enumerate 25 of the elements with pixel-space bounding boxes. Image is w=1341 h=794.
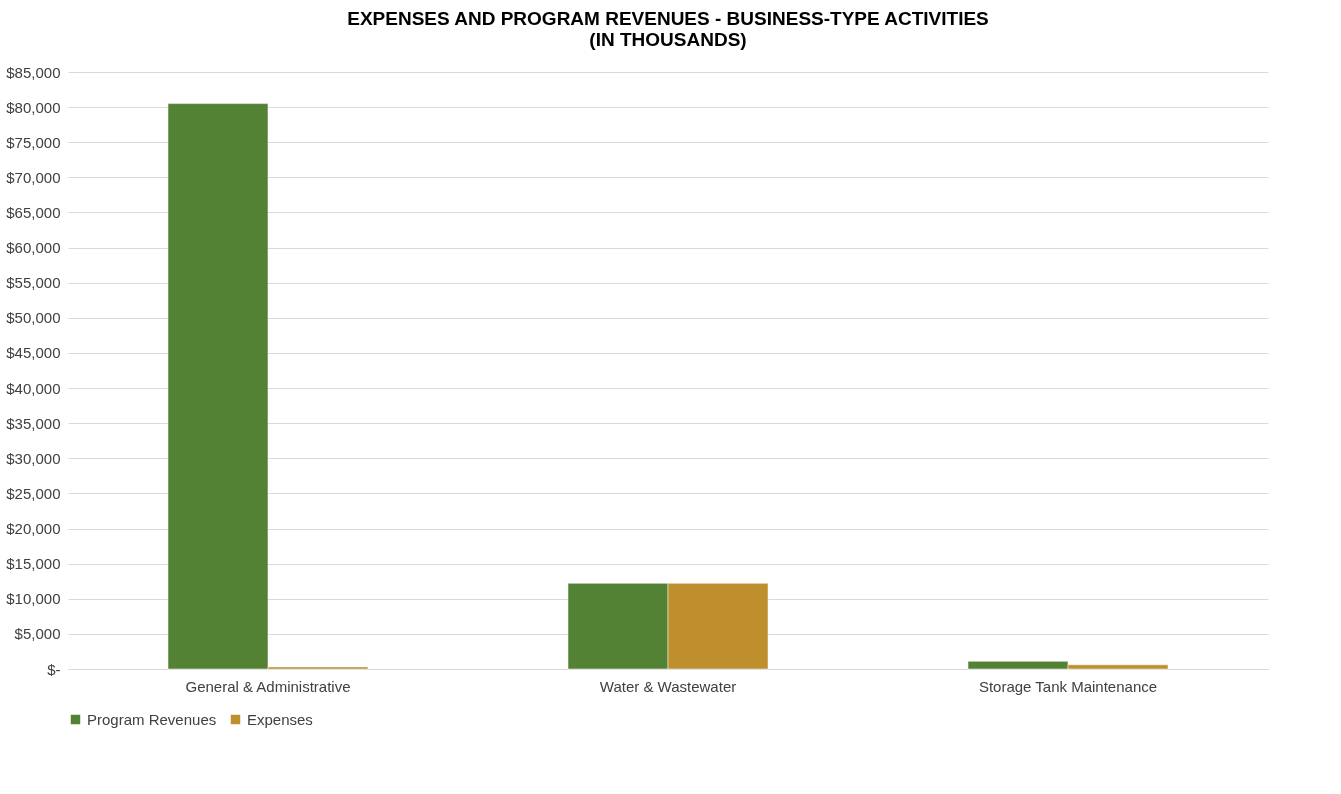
y-tick-label: $10,000 [6, 590, 61, 608]
x-tick-label: General & Administrative [185, 677, 351, 695]
x-tick-label: Water & Wastewater [599, 677, 737, 695]
y-tick-label: $50,000 [6, 309, 61, 327]
y-tick-label: $15,000 [6, 555, 61, 573]
y-tick-label: $25,000 [6, 484, 61, 502]
y-tick-label: $5,000 [14, 625, 61, 643]
text: EXPENSES AND PROGRAM REVENUES - BUSINESS-TYPE ACTIVITIES [347, 8, 989, 29]
y-tick-label: $30,000 [6, 449, 61, 467]
y-tick-label: $40,000 [6, 379, 61, 397]
y-tick-label: $70,000 [6, 168, 61, 186]
x-tick-label: Storage Tank Maintenance [978, 677, 1158, 695]
text: (IN THOUSANDS) [589, 29, 747, 50]
y-tick-label: $55,000 [6, 274, 61, 292]
y-tick-label: $- [47, 660, 61, 678]
y-tick-label: $60,000 [6, 239, 61, 257]
y-tick-label: $45,000 [6, 344, 61, 362]
y-tick-label: $65,000 [6, 203, 61, 221]
y-tick-label: $85,000 [6, 63, 61, 81]
y-tick-label: $35,000 [6, 414, 61, 432]
y-tick-label: $80,000 [6, 98, 61, 116]
y-tick-label: $75,000 [6, 133, 61, 151]
legend-label: Expenses [247, 710, 313, 728]
y-tick-label: $20,000 [6, 520, 61, 538]
legend-label: Program Revenues [87, 710, 217, 728]
